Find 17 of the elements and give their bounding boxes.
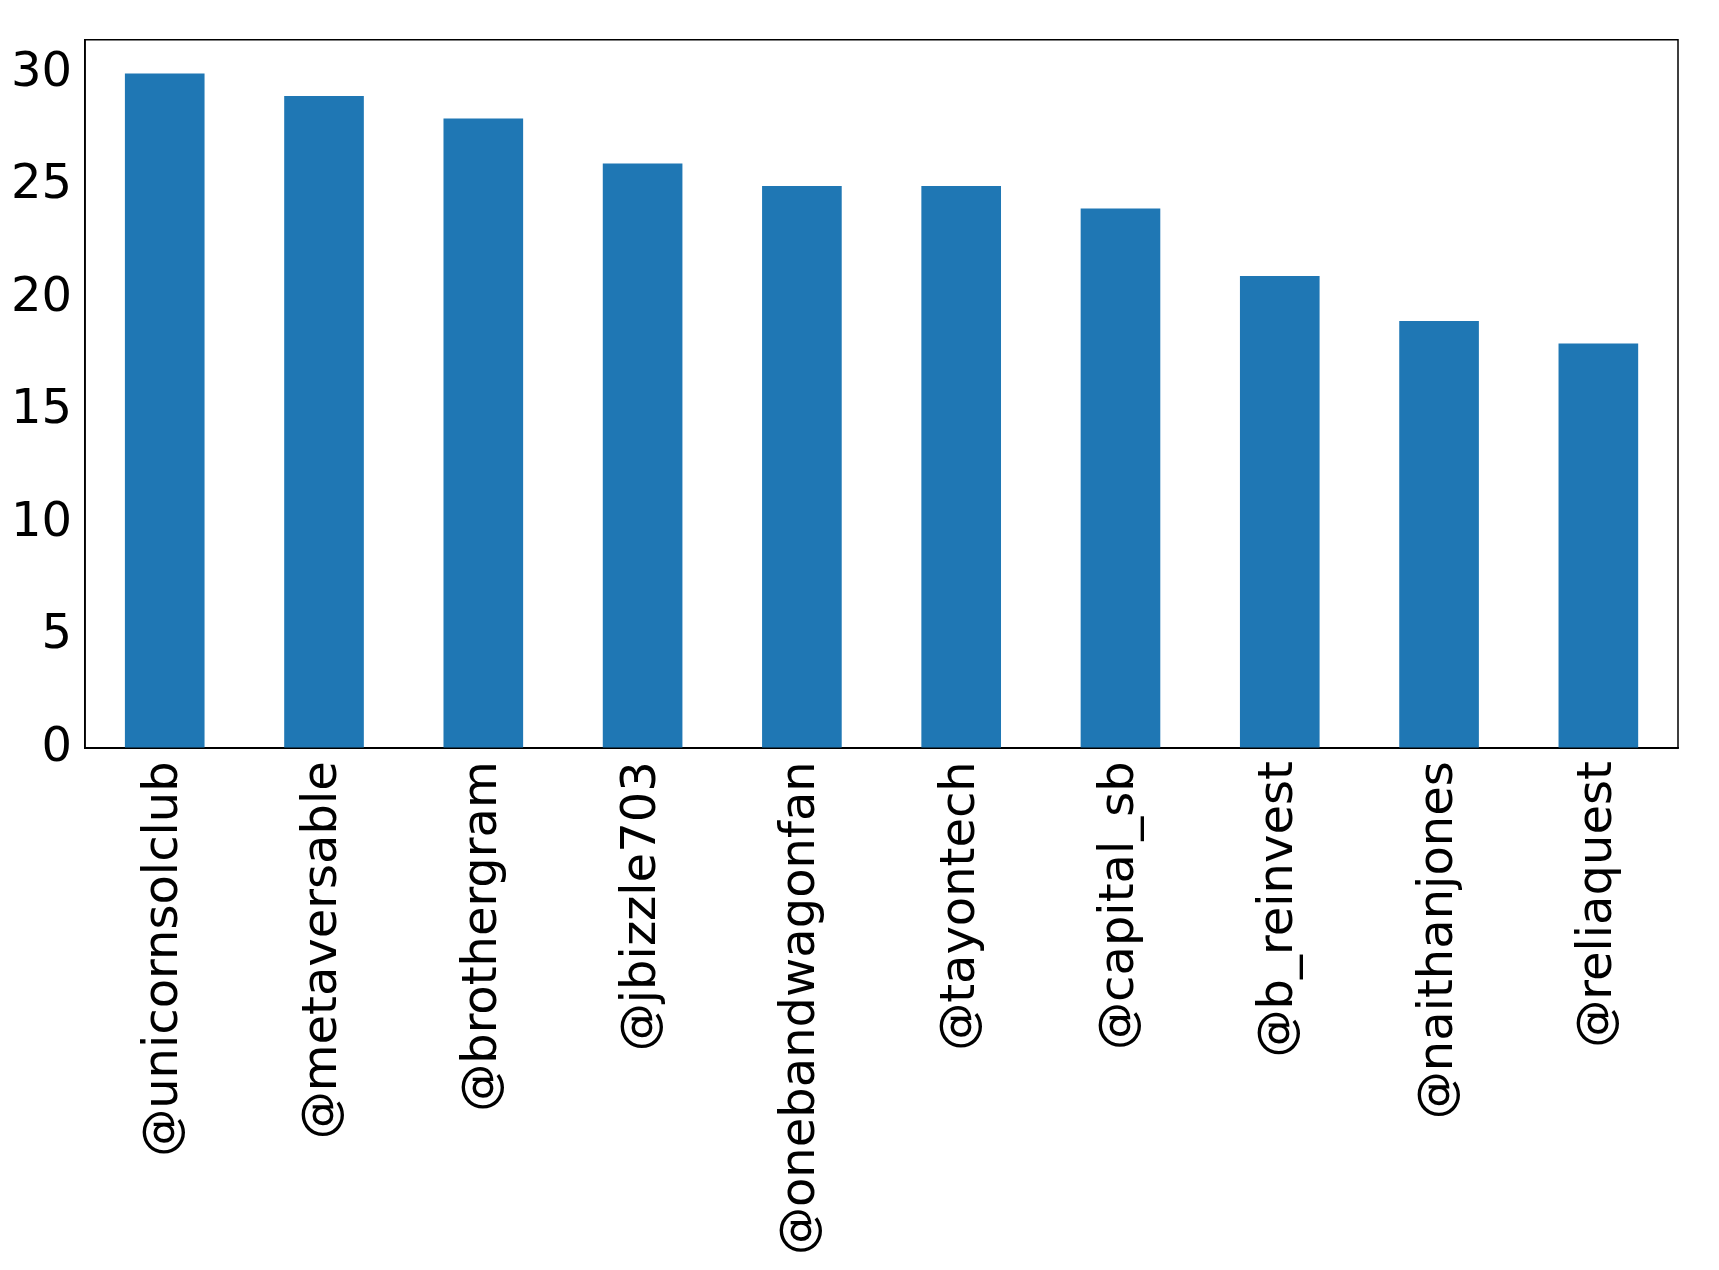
x-tick-label: @unicornsolclub [132, 761, 189, 1157]
y-tick-label: 5 [41, 603, 73, 660]
y-tick-label: 30 [11, 41, 73, 97]
x-tick-label: @tayontech [928, 761, 985, 1051]
y-tick-label: 20 [11, 265, 73, 322]
y-tick-label: 0 [41, 715, 73, 772]
x-tick-label: @reliaquest [1565, 761, 1622, 1048]
y-tick-label: 15 [11, 378, 73, 435]
x-tick-label: @naithanjones [1406, 761, 1463, 1120]
x-tick-label: @brothergram [450, 761, 507, 1112]
y-tick-label: 10 [11, 490, 73, 547]
x-tick-label: @jbizzle703 [610, 761, 667, 1052]
x-tick-label: @metaversable [291, 761, 348, 1140]
x-tick-label: @capital_sb [1087, 761, 1144, 1050]
x-tick-label: @b_reinvest [1247, 761, 1304, 1058]
y-tick-label: 25 [11, 153, 73, 210]
x-tick-label: @onebandwagonfan [769, 761, 826, 1256]
